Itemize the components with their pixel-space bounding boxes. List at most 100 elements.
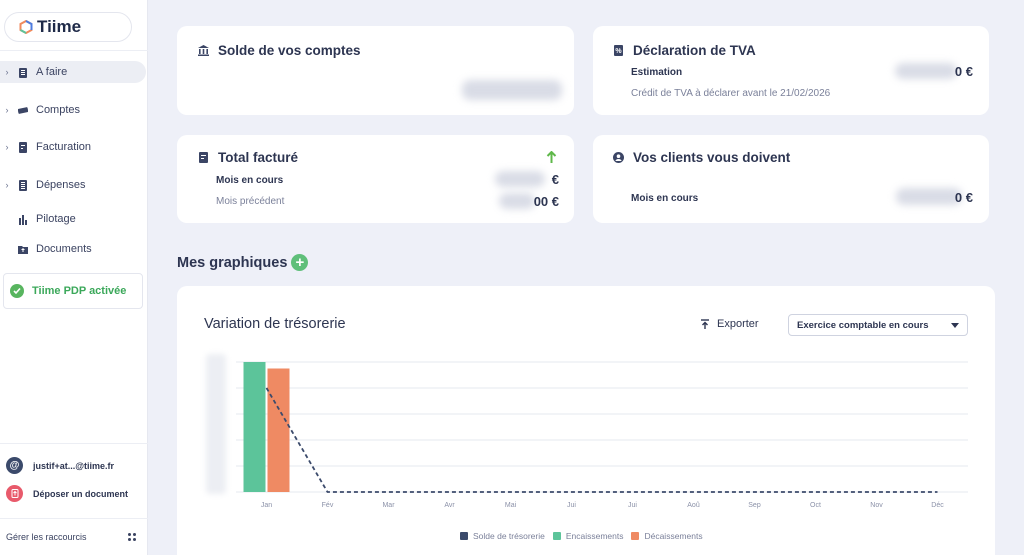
invoiced-previous-label: Mois précédent (216, 196, 285, 207)
sidebar-item-label: Dépenses (36, 179, 86, 191)
balance-card-title: Solde de vos comptes (197, 43, 361, 58)
receipt-icon (14, 179, 32, 191)
chevron-right-icon: › (5, 105, 9, 115)
sidebar-item-pilotage[interactable]: Pilotage (0, 208, 146, 230)
sidebar-divider (0, 443, 148, 444)
user-circle-icon (612, 152, 624, 164)
sidebar-item-documents[interactable]: Documents (0, 238, 146, 260)
chevron-right-icon: › (5, 142, 9, 152)
bank-icon (197, 45, 209, 57)
bar-encaissements (243, 362, 266, 492)
document-upload-icon (6, 485, 23, 502)
chevron-right-icon: › (5, 180, 9, 190)
legend-item-decaissements[interactable]: Décaissements (631, 531, 703, 541)
x-tick-label: Aoû (687, 502, 700, 509)
manage-shortcuts-button[interactable]: Gérer les raccourcis (6, 532, 136, 542)
sidebar-item-comptes[interactable]: › Comptes (0, 99, 146, 121)
sidebar-item-facturation[interactable]: › Facturation (0, 136, 146, 158)
chevron-down-icon (951, 323, 959, 328)
x-tick-label: Jui (567, 502, 576, 509)
check-circle-icon (10, 284, 24, 298)
chart-title: Variation de trésorerie (204, 316, 346, 332)
period-select[interactable]: Exercice comptable en cours (788, 314, 968, 336)
invoiced-card[interactable]: Total facturé Mois en cours € Mois précé… (177, 135, 574, 223)
at-sign-icon: @ (6, 457, 23, 474)
invoice-icon (197, 152, 209, 164)
clients-card[interactable]: Vos clients vous doivent Mois en cours 0… (593, 135, 989, 223)
hidden-previous-amount (499, 193, 535, 209)
legend-swatch (552, 532, 561, 540)
invoiced-title: Total facturé (218, 150, 299, 165)
sidebar-item-a-faire[interactable]: › A faire (0, 61, 146, 83)
x-tick-label: Jan (261, 502, 272, 509)
hidden-clients-amount (896, 188, 962, 205)
invoice-icon (14, 141, 32, 153)
cards-icon (14, 105, 32, 116)
add-chart-button[interactable]: + (291, 254, 309, 271)
sidebar: Tiime › A faire › Comptes › Facturation … (0, 0, 148, 555)
chevron-right-icon: › (5, 67, 9, 77)
x-tick-label: Mai (505, 502, 517, 509)
export-label: Exporter (717, 318, 759, 330)
app-logo[interactable]: Tiime (4, 12, 132, 42)
bar-decaissements (267, 368, 290, 492)
x-tick-label: Oct (810, 502, 821, 509)
line-solde-tresorerie (265, 387, 938, 493)
clients-card-title: Vos clients vous doivent (612, 150, 790, 165)
period-select-value: Exercice comptable en cours (797, 319, 929, 331)
hidden-balance-amount (462, 80, 562, 100)
clients-amount-suffix: 0 € (954, 190, 973, 205)
export-icon (701, 318, 709, 329)
chart-legend: Solde de trésorerie Encaissements Décais… (460, 531, 711, 541)
vat-title: Déclaration de TVA (633, 43, 756, 58)
percent-document-icon: % (612, 45, 624, 57)
vat-credit-note: Crédit de TVA à déclarer avant le 21/02/… (631, 88, 831, 99)
vat-amount-suffix: 0 € (954, 64, 973, 79)
sidebar-item-label: A faire (36, 66, 68, 78)
clients-current-label: Mois en cours (631, 193, 699, 204)
x-tick-label: Nov (870, 502, 883, 509)
sidebar-item-label: Pilotage (36, 213, 76, 225)
invoiced-current-suffix: € (551, 172, 559, 187)
vat-card[interactable]: % Déclaration de TVA Estimation 0 € Créd… (593, 26, 989, 115)
x-tick-label: Sep (748, 502, 761, 509)
legend-swatch (631, 532, 640, 540)
app-name: Tiime (37, 17, 82, 36)
section-title: Mes graphiques + (177, 254, 309, 271)
legend-label: Encaissements (565, 531, 624, 541)
upload-email: justif+at...@tiime.fr (33, 460, 115, 471)
sidebar-divider (0, 518, 148, 519)
deposit-document-button[interactable]: Déposer un document (6, 485, 146, 502)
bar-chart-icon (14, 214, 32, 225)
hidden-y-axis-labels (206, 354, 226, 494)
legend-item-encaissements[interactable]: Encaissements (552, 531, 624, 541)
export-button[interactable]: Exporter (700, 318, 759, 330)
legend-swatch (460, 532, 468, 540)
vat-estimation-label: Estimation (631, 67, 683, 78)
hidden-current-amount (495, 171, 545, 187)
x-tick-label: Avr (444, 502, 455, 509)
balance-card[interactable]: Solde de vos comptes (177, 26, 574, 115)
x-tick-label: Déc (931, 502, 944, 509)
vat-card-title: % Déclaration de TVA (612, 43, 756, 58)
pdp-status-badge[interactable]: Tiime PDP activée (3, 273, 143, 309)
trend-up-arrow-icon (546, 151, 557, 163)
sidebar-item-depenses[interactable]: › Dépenses (0, 174, 146, 196)
section-title-text: Mes graphiques (177, 254, 288, 271)
sidebar-divider (0, 50, 148, 51)
hidden-vat-amount (895, 63, 957, 79)
deposit-label: Déposer un document (33, 488, 129, 499)
grid-dots-icon (128, 533, 136, 541)
legend-label: Solde de trésorerie (473, 531, 545, 541)
sidebar-item-label: Documents (36, 243, 92, 255)
legend-item-solde[interactable]: Solde de trésorerie (460, 531, 545, 541)
legend-label: Décaissements (644, 531, 703, 541)
pdp-label: Tiime PDP activée (32, 285, 127, 297)
invoiced-card-title: Total facturé (197, 150, 298, 165)
shortcuts-label: Gérer les raccourcis (6, 532, 87, 542)
invoiced-current-label: Mois en cours (216, 175, 284, 186)
folder-upload-icon (14, 244, 32, 255)
email-upload-link[interactable]: @ justif+at...@tiime.fr (6, 457, 146, 474)
x-tick-label: Fév (322, 502, 334, 509)
